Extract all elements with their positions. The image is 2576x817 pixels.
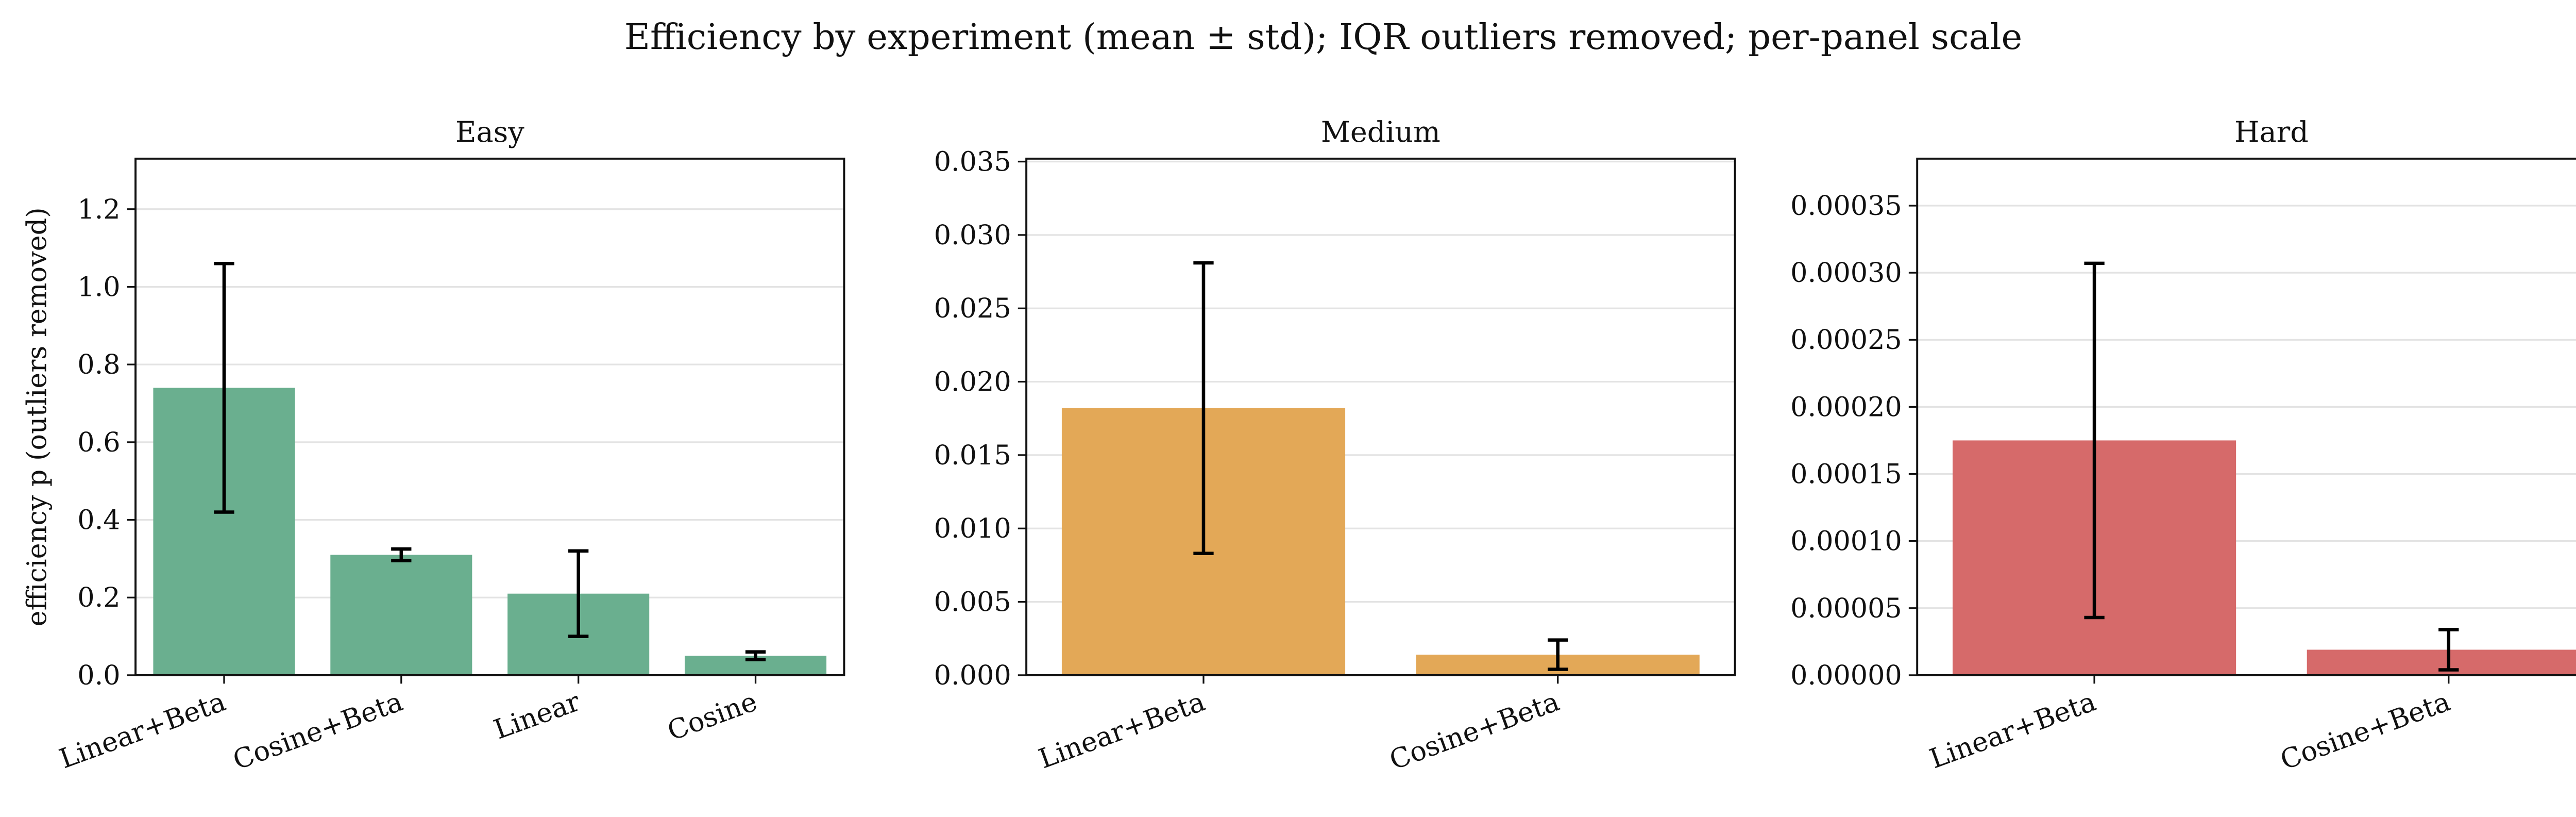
- y-tick-label: 0.015: [934, 440, 1011, 471]
- y-tick-label: 0.005: [934, 587, 1011, 618]
- figure-title: Efficiency by experiment (mean ± std); I…: [624, 16, 2023, 58]
- y-tick-label: 0.010: [934, 513, 1011, 544]
- panel-title: Easy: [455, 115, 524, 149]
- y-tick-label: 0.2: [77, 582, 120, 613]
- error-bar: [214, 261, 234, 514]
- y-tick-label: 0.4: [77, 505, 120, 536]
- error-bar: [568, 549, 589, 638]
- axes-frame: [134, 157, 845, 676]
- y-tick-label: 0.00020: [1790, 391, 1902, 423]
- error-bar: [2084, 261, 2105, 620]
- y-tick-label: 0.00035: [1790, 190, 1902, 222]
- y-tick-label: 0.6: [77, 427, 120, 458]
- axes-frame: [1916, 157, 2576, 676]
- y-tick-label: 0.00010: [1790, 526, 1902, 557]
- bar: [330, 555, 472, 675]
- y-tick-label: 0.025: [934, 293, 1011, 324]
- y-tick-label: 0.030: [934, 220, 1011, 251]
- error-bar: [745, 650, 766, 662]
- error-bar: [1193, 261, 1214, 555]
- axes-frame: [1025, 157, 1736, 676]
- panel-title: Medium: [1321, 115, 1440, 149]
- y-tick-label: 0.00005: [1790, 593, 1902, 624]
- y-tick-label: 1.2: [77, 194, 120, 225]
- y-tick-label: 0.035: [934, 146, 1011, 178]
- y-tick-label: 0.020: [934, 366, 1011, 398]
- y-tick-label: 0.00015: [1790, 459, 1902, 490]
- y-tick-label: 0.8: [77, 349, 120, 380]
- error-bar: [1548, 638, 1568, 671]
- panel-title: Hard: [2234, 115, 2309, 149]
- error-bar: [391, 547, 412, 562]
- y-tick-label: 1.0: [77, 271, 120, 303]
- y-tick-label: 0.0: [77, 660, 120, 691]
- y-tick-label: 0.00000: [1790, 660, 1902, 691]
- error-bar: [2438, 628, 2459, 672]
- y-axis-label: efficiency p (outliers removed): [21, 207, 53, 626]
- y-tick-label: 0.000: [934, 660, 1011, 691]
- y-tick-label: 0.00030: [1790, 257, 1902, 289]
- y-tick-label: 0.00025: [1790, 324, 1902, 356]
